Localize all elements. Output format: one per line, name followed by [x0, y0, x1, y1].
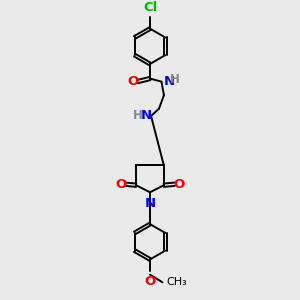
Text: N: N	[144, 197, 156, 210]
Text: CH₃: CH₃	[166, 277, 187, 287]
Text: O: O	[144, 274, 156, 288]
Text: N: N	[141, 110, 152, 122]
Text: Cl: Cl	[143, 1, 157, 14]
Text: O: O	[127, 75, 139, 88]
Text: O: O	[174, 178, 185, 191]
Text: H: H	[132, 110, 142, 122]
Text: H: H	[170, 73, 180, 86]
Text: O: O	[115, 178, 126, 191]
Text: N: N	[164, 75, 175, 88]
